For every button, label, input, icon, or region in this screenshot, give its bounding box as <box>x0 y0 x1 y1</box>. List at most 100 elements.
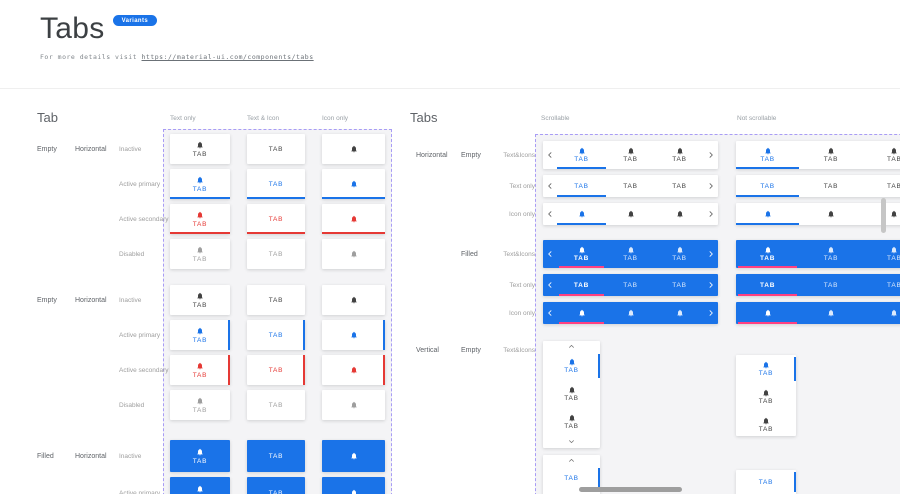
tab-item[interactable]: TAB <box>736 175 800 197</box>
tab-item[interactable] <box>557 203 606 225</box>
scroll-left-icon[interactable] <box>543 274 557 296</box>
tab-item[interactable]: TAB <box>606 141 655 169</box>
tab-cell[interactable]: TAB <box>170 239 230 269</box>
tab-cell[interactable]: TAB <box>170 169 230 199</box>
tab-item[interactable]: TAB <box>799 274 862 296</box>
tab-cell[interactable] <box>322 390 385 420</box>
tab-item[interactable]: TAB <box>655 141 704 169</box>
tab-item[interactable] <box>606 203 655 225</box>
tab-cell[interactable]: TAB <box>247 285 305 315</box>
tab-cell[interactable] <box>322 477 385 494</box>
tab-item[interactable]: TAB <box>606 175 655 197</box>
tab-cell[interactable]: TAB <box>170 355 230 385</box>
tab-item[interactable]: TAB <box>655 240 704 268</box>
tab-item[interactable]: TAB <box>606 240 655 268</box>
tab-label: TAB <box>192 301 208 309</box>
tab-cell[interactable] <box>322 285 385 315</box>
tab-item[interactable]: TAB <box>863 175 900 197</box>
tab-cell[interactable]: TAB <box>247 477 305 494</box>
tab-cell[interactable] <box>322 169 385 199</box>
tab-item[interactable]: TAB <box>736 411 796 436</box>
tab-item[interactable]: TAB <box>736 141 800 169</box>
tab-item[interactable]: TAB <box>736 470 796 494</box>
tab-item[interactable]: TAB <box>799 141 862 169</box>
group-orientation-label: Horizontal <box>75 145 107 153</box>
tab-cell[interactable]: TAB <box>170 477 230 494</box>
tab-item[interactable] <box>655 203 704 225</box>
scroll-down-icon[interactable] <box>543 436 600 447</box>
tab-item[interactable]: TAB <box>557 175 606 197</box>
scroll-right-icon[interactable] <box>704 240 718 268</box>
tab-item[interactable]: TAB <box>863 240 900 268</box>
scroll-right-icon[interactable] <box>704 175 718 197</box>
tab-cell[interactable]: TAB <box>170 285 230 315</box>
scroll-right-icon[interactable] <box>704 141 718 169</box>
tab-item[interactable]: TAB <box>606 274 655 296</box>
tab-item[interactable]: TAB <box>543 466 600 490</box>
tab-item[interactable]: TAB <box>655 175 704 197</box>
tab-item[interactable] <box>863 302 900 324</box>
scroll-left-icon[interactable] <box>543 175 557 197</box>
tab-item[interactable]: TAB <box>655 274 704 296</box>
tab-cell[interactable]: TAB <box>247 355 305 385</box>
tab-item[interactable] <box>799 203 862 225</box>
scroll-left-icon[interactable] <box>543 141 557 169</box>
tab-cell[interactable] <box>322 320 385 350</box>
tab-item[interactable]: TAB <box>557 274 606 296</box>
bell-icon <box>350 215 358 223</box>
scroll-right-icon[interactable] <box>704 203 718 225</box>
tab-cell[interactable]: TAB <box>170 390 230 420</box>
tab-item[interactable]: TAB <box>543 380 600 408</box>
tab-cell[interactable]: TAB <box>247 169 305 199</box>
tab-item[interactable]: TAB <box>736 240 799 268</box>
tab-item[interactable]: TAB <box>543 352 600 380</box>
tab-item[interactable]: TAB <box>736 383 796 411</box>
tab-item[interactable]: TAB <box>736 355 796 383</box>
scroll-left-icon[interactable] <box>543 240 557 268</box>
row-variant-label: Icon only <box>508 210 535 218</box>
tab-item[interactable]: TAB <box>799 240 862 268</box>
tab-cell[interactable]: TAB <box>170 320 230 350</box>
tab-cell[interactable]: TAB <box>170 204 230 234</box>
tab-cell[interactable]: TAB <box>247 390 305 420</box>
scroll-left-icon[interactable] <box>543 302 557 324</box>
tab-item[interactable] <box>736 302 799 324</box>
tab-item[interactable]: TAB <box>736 274 799 296</box>
tab-item[interactable]: TAB <box>557 141 606 169</box>
tab-cell[interactable] <box>322 440 385 472</box>
tab-cell[interactable] <box>322 204 385 234</box>
tab-cell[interactable]: TAB <box>247 204 305 234</box>
tab-item[interactable] <box>736 203 800 225</box>
page-header: Tabs Variants For more details visit htt… <box>40 12 314 61</box>
docs-link[interactable]: https://material-ui.com/components/tabs <box>141 53 314 61</box>
scroll-left-icon[interactable] <box>543 203 557 225</box>
tab-item[interactable] <box>557 302 606 324</box>
horizontal-scrollbar[interactable] <box>579 487 682 492</box>
tab-cell[interactable] <box>322 239 385 269</box>
tab-cell[interactable] <box>322 134 385 164</box>
tab-cell[interactable]: TAB <box>247 320 305 350</box>
scroll-right-icon[interactable] <box>704 274 718 296</box>
tab-cell[interactable]: TAB <box>247 239 305 269</box>
scroll-right-icon[interactable] <box>704 302 718 324</box>
tab-item[interactable] <box>655 302 704 324</box>
bell-icon <box>350 145 358 153</box>
vertical-scrollbar[interactable] <box>881 198 886 233</box>
tab-item[interactable] <box>799 302 862 324</box>
tab-item[interactable]: TAB <box>799 175 862 197</box>
tab-label: TAB <box>623 182 638 190</box>
tab-item[interactable] <box>606 302 655 324</box>
tab-item[interactable]: TAB <box>863 141 900 169</box>
tab-cell[interactable]: TAB <box>170 134 230 164</box>
scroll-up-icon[interactable] <box>543 455 600 466</box>
bell-icon <box>764 147 772 155</box>
tab-item[interactable]: TAB <box>863 274 900 296</box>
scroll-up-icon[interactable] <box>543 341 600 352</box>
tab-cell[interactable] <box>322 355 385 385</box>
tab-item[interactable] <box>863 203 900 225</box>
tab-cell[interactable]: TAB <box>247 134 305 164</box>
tab-item[interactable]: TAB <box>557 240 606 268</box>
tab-item[interactable]: TAB <box>543 408 600 436</box>
tab-cell[interactable]: TAB <box>170 440 230 472</box>
tab-cell[interactable]: TAB <box>247 440 305 472</box>
